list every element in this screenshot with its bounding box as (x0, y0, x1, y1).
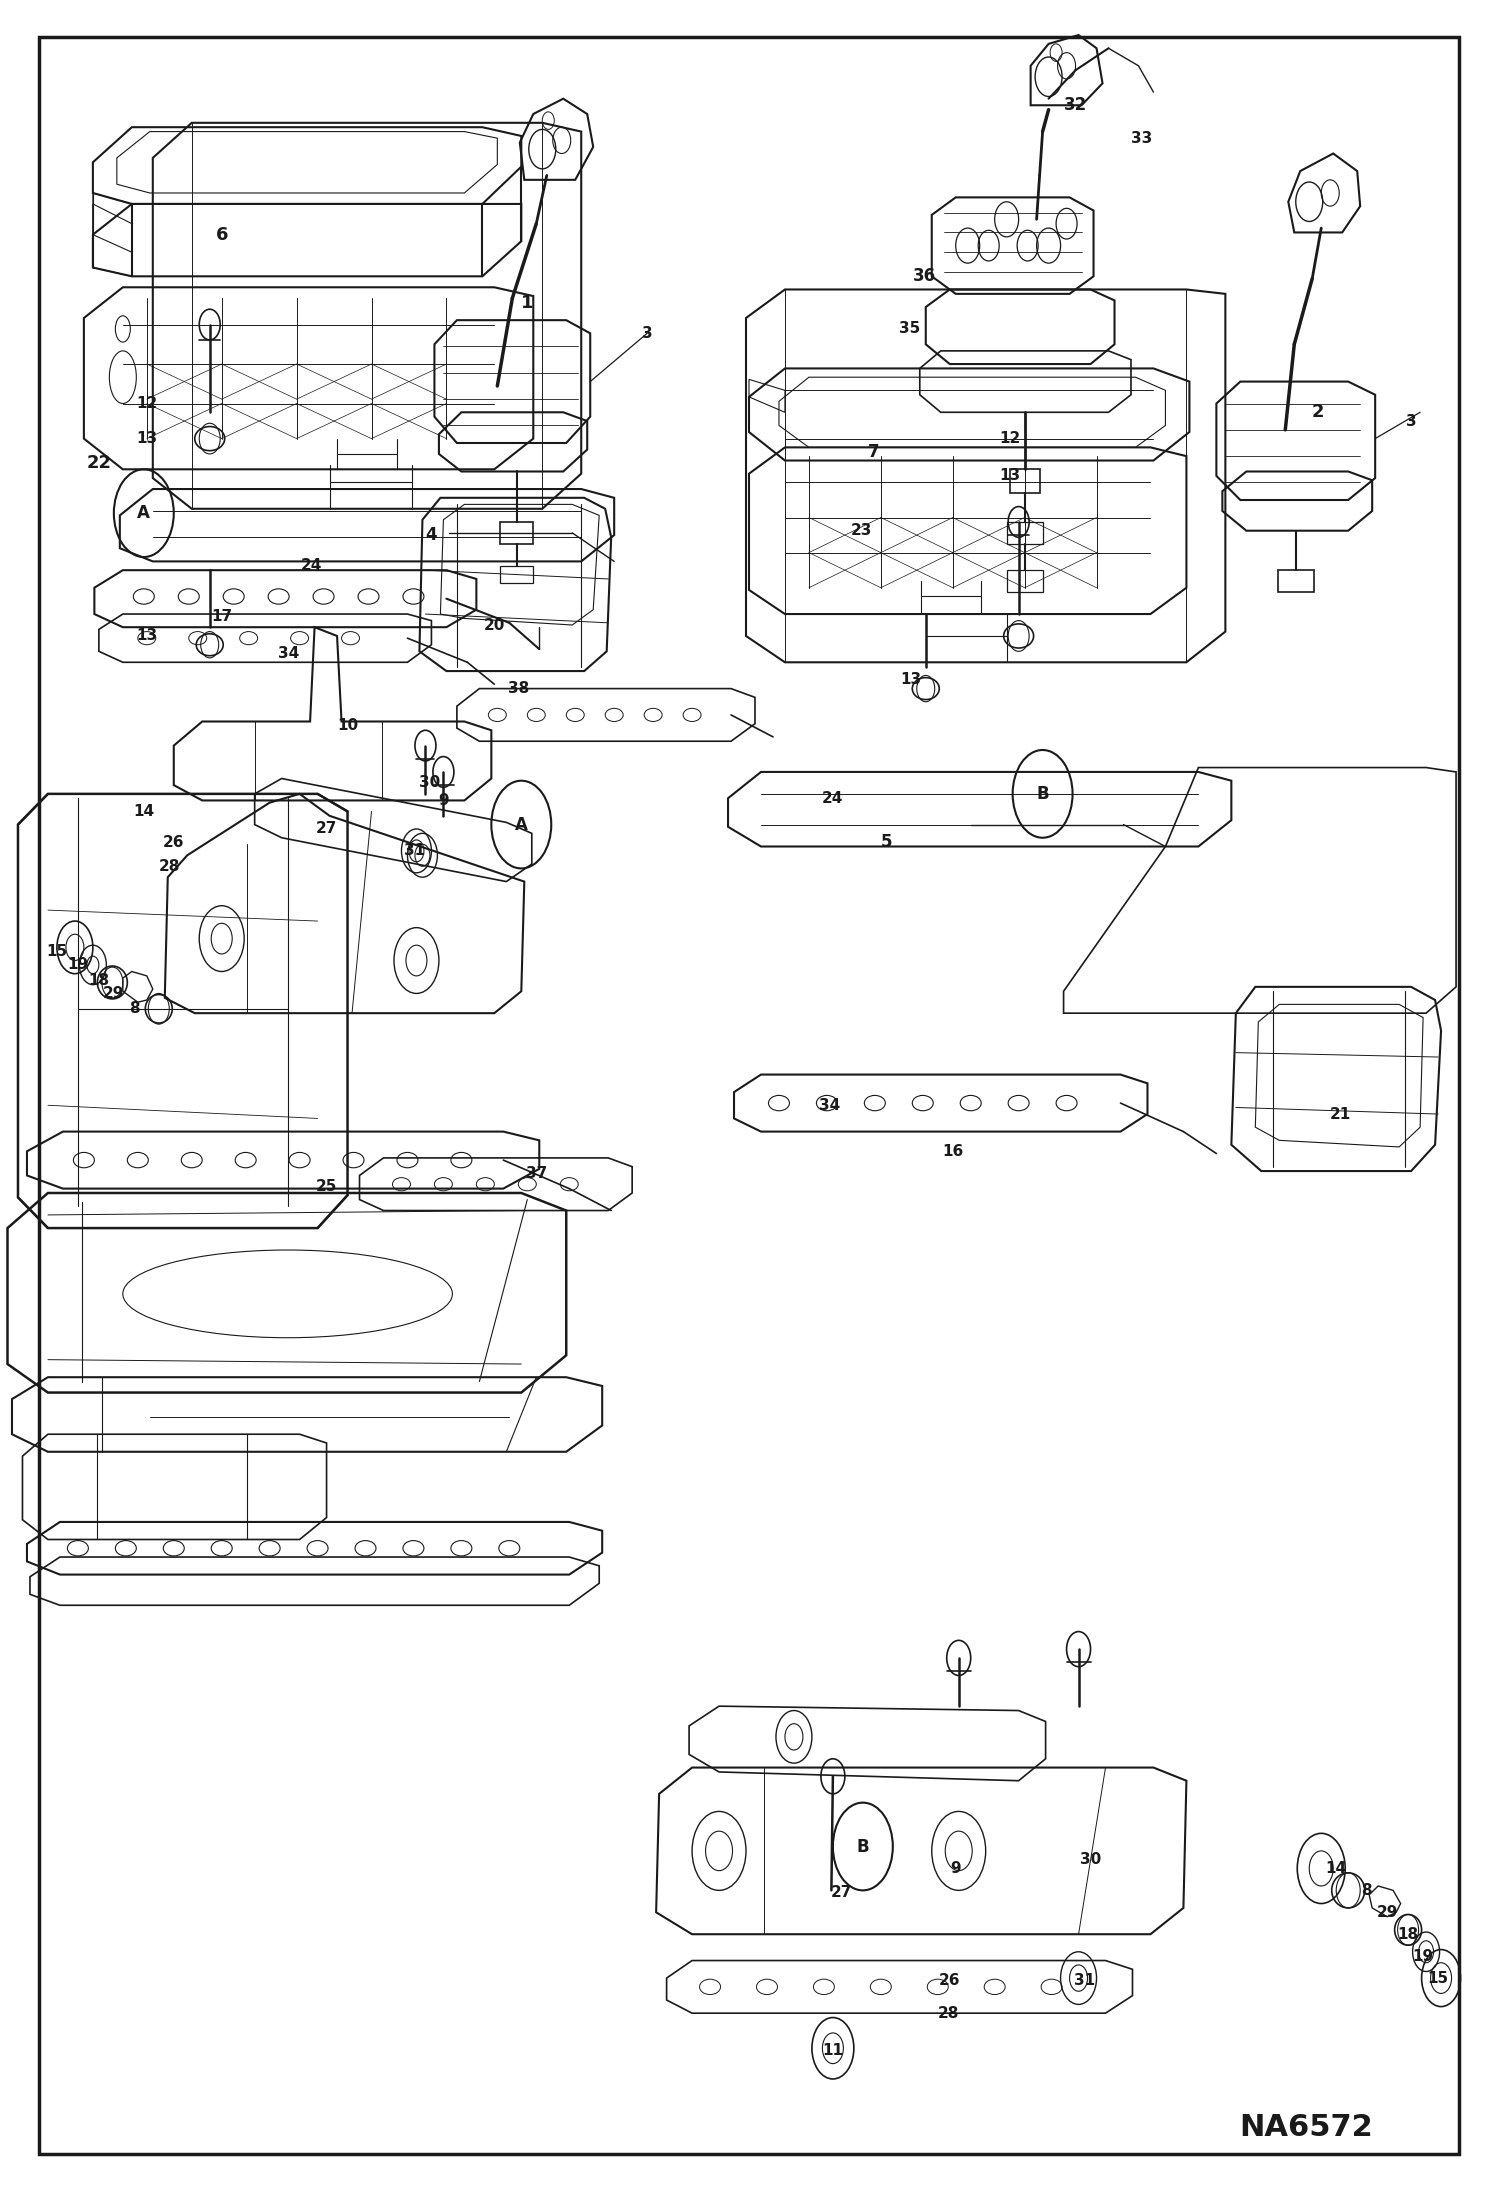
Text: 9: 9 (437, 794, 449, 807)
Text: 10: 10 (337, 719, 358, 732)
Text: 27: 27 (831, 1886, 852, 1899)
Text: 19: 19 (67, 958, 88, 971)
Text: 36: 36 (912, 268, 936, 285)
Bar (500, 566, 533, 583)
Bar (1007, 570, 1043, 592)
Text: B: B (1037, 785, 1049, 803)
Text: 14: 14 (133, 805, 154, 818)
Bar (500, 522, 533, 544)
Text: 34: 34 (279, 647, 300, 660)
Text: 30: 30 (1080, 1853, 1101, 1866)
Text: 22: 22 (87, 454, 111, 471)
Text: 38: 38 (508, 682, 529, 695)
Text: 19: 19 (1413, 1950, 1434, 1963)
Text: 24: 24 (822, 792, 843, 805)
Text: 15: 15 (46, 945, 67, 958)
Text: 18: 18 (1398, 1928, 1419, 1941)
Text: 7: 7 (867, 443, 879, 461)
Text: 3: 3 (1405, 414, 1417, 428)
Text: 1: 1 (521, 294, 533, 311)
Text: 13: 13 (136, 432, 157, 445)
Text: 16: 16 (942, 1145, 963, 1158)
Text: 26: 26 (163, 836, 184, 849)
Text: 11: 11 (822, 2044, 843, 2057)
Text: 13: 13 (999, 469, 1020, 482)
Text: A: A (515, 816, 527, 833)
Text: 33: 33 (1131, 132, 1152, 145)
Text: 12: 12 (999, 432, 1020, 445)
Text: 31: 31 (404, 844, 425, 857)
Text: 29: 29 (103, 987, 124, 1000)
Text: 30: 30 (419, 776, 440, 789)
Text: 29: 29 (1377, 1906, 1398, 1919)
Text: 18: 18 (88, 974, 109, 987)
Text: 3: 3 (641, 327, 653, 340)
Text: 28: 28 (938, 2007, 959, 2020)
Text: 26: 26 (939, 1974, 960, 1987)
Text: 35: 35 (899, 322, 920, 336)
Bar (1010, 469, 1040, 493)
Text: 5: 5 (881, 833, 893, 851)
Text: 8: 8 (1360, 1884, 1372, 1897)
Text: 2: 2 (1312, 404, 1324, 421)
Text: 13: 13 (900, 673, 921, 686)
Text: B: B (857, 1838, 869, 1855)
Text: 4: 4 (425, 526, 437, 544)
Text: 24: 24 (301, 559, 322, 572)
Text: 23: 23 (851, 524, 872, 537)
Text: 25: 25 (316, 1180, 337, 1193)
Text: 20: 20 (484, 618, 505, 632)
Text: 21: 21 (1330, 1107, 1351, 1121)
Bar (1278, 570, 1314, 592)
Text: 31: 31 (1074, 1974, 1095, 1987)
Text: 9: 9 (950, 1862, 962, 1875)
Bar (1007, 522, 1043, 544)
Text: 15: 15 (1428, 1972, 1449, 1985)
Text: 8: 8 (129, 1002, 141, 1015)
Text: 32: 32 (1064, 96, 1088, 114)
Text: 28: 28 (159, 860, 180, 873)
Text: 13: 13 (136, 629, 157, 643)
Text: 14: 14 (1326, 1862, 1347, 1875)
Text: 37: 37 (526, 1167, 547, 1180)
Text: 27: 27 (316, 822, 337, 836)
Text: 17: 17 (211, 610, 232, 623)
Text: 34: 34 (819, 1099, 840, 1112)
Text: 12: 12 (136, 397, 157, 410)
Text: NA6572: NA6572 (1239, 2112, 1374, 2143)
Text: A: A (138, 504, 150, 522)
Text: 6: 6 (216, 226, 228, 243)
